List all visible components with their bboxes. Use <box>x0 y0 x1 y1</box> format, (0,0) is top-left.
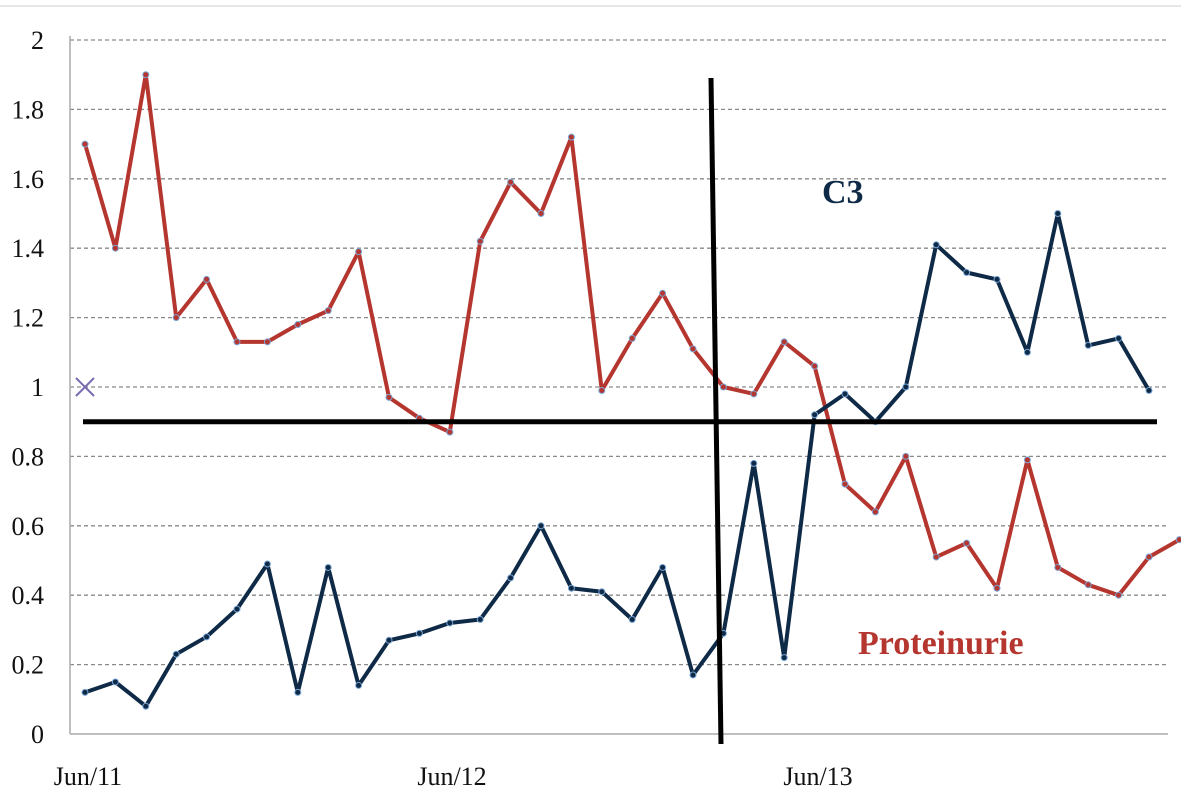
data-point-c3 <box>142 702 150 710</box>
data-point-proteinurie <box>233 338 241 346</box>
data-point-proteinurie <box>780 338 788 346</box>
data-point-proteinurie <box>385 393 393 401</box>
data-point-proteinurie <box>81 140 89 148</box>
data-point-c3 <box>567 584 575 592</box>
y-tick-label: 1.2 <box>12 304 45 333</box>
data-point-c3 <box>111 678 119 686</box>
data-point-c3 <box>1145 386 1153 394</box>
data-point-proteinurie <box>993 584 1001 592</box>
data-point-c3 <box>1023 348 1031 356</box>
data-point-c3 <box>1084 341 1092 349</box>
data-point-proteinurie <box>1175 536 1181 544</box>
data-point-c3 <box>476 615 484 623</box>
data-point-proteinurie <box>507 178 515 186</box>
data-point-proteinurie <box>172 314 180 322</box>
y-tick-label: 0 <box>31 720 44 749</box>
x-marker-b <box>75 377 95 397</box>
data-point-c3 <box>81 688 89 696</box>
data-point-proteinurie <box>324 307 332 315</box>
data-point-proteinurie <box>1023 456 1031 464</box>
data-point-c3 <box>537 522 545 530</box>
series-line-c3 <box>84 211 1151 709</box>
data-point-proteinurie <box>263 338 271 346</box>
data-point-proteinurie <box>628 334 636 342</box>
x-tick-label: Jun/13 <box>783 762 852 791</box>
data-point-proteinurie <box>1054 563 1062 571</box>
y-tick-label: 0.4 <box>12 581 45 610</box>
data-point-c3 <box>993 275 1001 283</box>
data-point-proteinurie <box>476 237 484 245</box>
data-point-c3 <box>1054 210 1062 217</box>
series-label-c3: C3 <box>822 174 864 211</box>
data-point-proteinurie <box>963 539 971 547</box>
data-point-proteinurie <box>111 244 119 252</box>
y-tick-label: 1.8 <box>12 95 45 124</box>
data-point-proteinurie <box>537 210 545 217</box>
data-point-proteinurie <box>902 452 910 460</box>
data-point-proteinurie <box>1084 581 1092 589</box>
data-point-proteinurie <box>294 321 302 329</box>
data-point-proteinurie <box>871 508 879 516</box>
data-point-proteinurie <box>1115 591 1123 599</box>
data-point-proteinurie <box>1145 553 1153 561</box>
data-point-proteinurie <box>203 275 211 283</box>
data-point-c3 <box>294 688 302 696</box>
data-point-c3 <box>355 681 363 689</box>
data-point-proteinurie <box>689 345 697 353</box>
data-point-c3 <box>811 411 819 419</box>
axis-layer: 0 0.2 0.4 0.6 0.8 1 1.2 1.4 1.6 1.8 2 Jun/11 Jun/12 J… <box>0 5 1181 791</box>
reference-lines <box>75 77 1157 745</box>
data-point-c3 <box>750 459 758 467</box>
y-tick-label: 1 <box>31 373 44 402</box>
series-layer <box>81 71 1181 710</box>
data-point-proteinurie <box>598 386 606 394</box>
y-tick-label: 1.4 <box>12 234 45 263</box>
data-point-c3 <box>780 654 788 662</box>
y-tick-label: 0.8 <box>12 442 45 471</box>
data-point-proteinurie <box>567 133 575 141</box>
data-point-c3 <box>841 390 849 398</box>
data-point-c3 <box>385 636 393 644</box>
data-point-c3 <box>233 605 241 613</box>
data-point-proteinurie <box>719 383 727 391</box>
data-point-c3 <box>628 615 636 623</box>
data-point-proteinurie <box>659 289 667 297</box>
data-point-proteinurie <box>446 428 454 436</box>
data-point-c3 <box>902 383 910 391</box>
y-tick-label: 1.6 <box>12 165 45 194</box>
y-tick-label: 0.6 <box>12 512 45 541</box>
data-point-proteinurie <box>811 362 819 370</box>
label-layer: C3 Proteinurie <box>822 174 1024 662</box>
data-point-proteinurie <box>841 480 849 488</box>
x-tick-label: Jun/12 <box>417 762 486 791</box>
data-point-c3 <box>446 619 454 627</box>
data-point-proteinurie <box>932 553 940 561</box>
data-point-c3 <box>415 629 423 637</box>
y-tick-label: 2 <box>31 26 44 55</box>
data-point-c3 <box>263 560 271 568</box>
data-point-proteinurie <box>750 390 758 398</box>
data-point-c3 <box>598 588 606 596</box>
series-label-proteinurie: Proteinurie <box>858 625 1024 662</box>
data-point-c3 <box>203 633 211 641</box>
data-point-c3 <box>932 241 940 249</box>
data-point-c3 <box>507 574 515 582</box>
divider-line <box>708 77 724 745</box>
data-point-c3 <box>963 268 971 276</box>
data-point-c3 <box>172 650 180 658</box>
x-tick-label: Jun/11 <box>54 762 122 791</box>
data-point-proteinurie <box>355 248 363 256</box>
data-point-c3 <box>659 563 667 571</box>
y-tick-label: 0.2 <box>12 651 45 680</box>
data-point-c3 <box>1115 334 1123 342</box>
data-point-proteinurie <box>142 71 150 79</box>
data-point-c3 <box>689 671 697 679</box>
grid-layer <box>70 39 1168 666</box>
data-point-c3 <box>324 563 332 571</box>
